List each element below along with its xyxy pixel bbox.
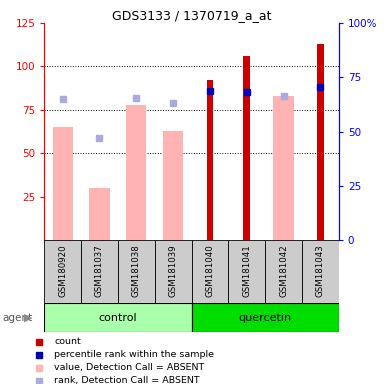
Text: GSM181038: GSM181038 [132, 244, 141, 297]
Text: GSM181042: GSM181042 [279, 244, 288, 297]
Bar [207, 80, 213, 240]
Text: agent: agent [2, 313, 32, 323]
Bar [118, 240, 155, 303]
Bar [44, 303, 192, 332]
Text: control: control [99, 313, 137, 323]
Bar [243, 56, 250, 240]
Bar [126, 104, 146, 240]
Bar [302, 240, 339, 303]
Text: GSM181040: GSM181040 [206, 244, 214, 297]
Bar [192, 240, 228, 303]
Bar [163, 131, 183, 240]
Text: GSM181041: GSM181041 [242, 244, 251, 297]
Bar [53, 127, 73, 240]
Text: value, Detection Call = ABSENT: value, Detection Call = ABSENT [54, 363, 204, 372]
Title: GDS3133 / 1370719_a_at: GDS3133 / 1370719_a_at [112, 9, 271, 22]
Text: count: count [54, 338, 81, 346]
Bar [155, 240, 192, 303]
Bar [273, 96, 294, 240]
Bar [317, 44, 324, 240]
Text: rank, Detection Call = ABSENT: rank, Detection Call = ABSENT [54, 376, 200, 384]
Text: GSM181043: GSM181043 [316, 244, 325, 297]
Bar [89, 188, 110, 240]
Bar [228, 240, 265, 303]
Text: ▶: ▶ [24, 313, 33, 323]
Text: quercetin: quercetin [239, 313, 292, 323]
Text: GSM181039: GSM181039 [169, 244, 177, 297]
Text: percentile rank within the sample: percentile rank within the sample [54, 350, 214, 359]
Text: GSM181037: GSM181037 [95, 244, 104, 297]
Bar [265, 240, 302, 303]
Text: GSM180920: GSM180920 [58, 244, 67, 297]
Bar [192, 303, 339, 332]
Bar [81, 240, 118, 303]
Bar [44, 240, 81, 303]
